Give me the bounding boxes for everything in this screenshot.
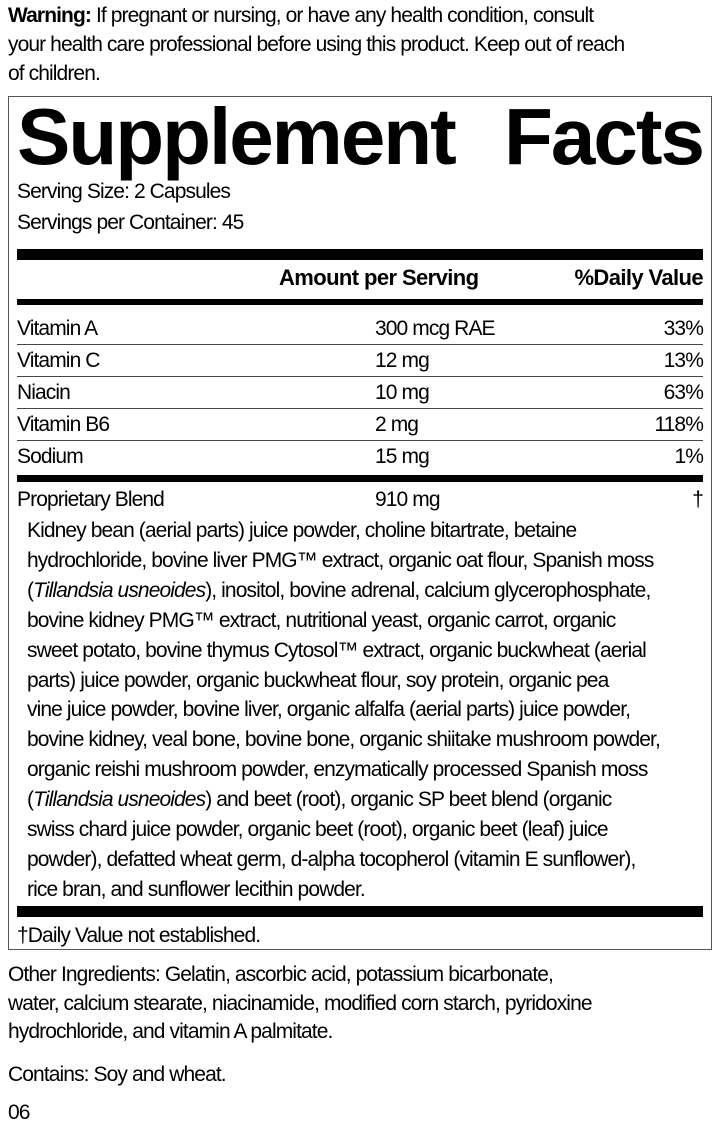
botanical-name: Tillandsia usneoides bbox=[33, 788, 206, 812]
nutrient-daily-value: 1% bbox=[674, 445, 703, 468]
nutrient-daily-value: 63% bbox=[663, 381, 704, 404]
nutrient-row: Sodium 15 mg 1% bbox=[17, 443, 704, 471]
nutrient-name: Vitamin A bbox=[17, 317, 98, 340]
warning-line-2: your health care professional before usi… bbox=[8, 33, 625, 56]
title-word: Supplement bbox=[17, 92, 457, 181]
other-ingredients-line: Other Ingredients: Gelatin, ascorbic aci… bbox=[8, 963, 554, 986]
nutrient-name: Niacin bbox=[17, 381, 71, 404]
blend-ingredients-line: vine juice powder, bovine liver, organic… bbox=[27, 695, 631, 725]
servings-per-container: Servings per Container: 45 bbox=[17, 211, 244, 234]
header-daily-value: %Daily Value bbox=[574, 265, 703, 290]
header-amount: Amount per Serving bbox=[279, 265, 479, 290]
warning-line-1: Warning: If pregnant or nursing, or have… bbox=[8, 2, 594, 30]
nutrient-row: Vitamin A 300 mcg RAE 33% bbox=[17, 315, 704, 343]
nutrient-daily-value: 118% bbox=[654, 413, 703, 436]
nutrient-daily-value: 33% bbox=[663, 317, 704, 340]
blend-ingredients-line: swiss chard juice powder, organic beet (… bbox=[27, 815, 609, 845]
divider-thick bbox=[17, 906, 703, 917]
blend-amount: 910 mg bbox=[375, 488, 441, 511]
ingredient-text: rice bran, and sunflower lecithin powder… bbox=[27, 877, 366, 901]
nutrient-name: Sodium bbox=[17, 445, 84, 468]
blend-ingredients-line: bovine kidney, veal bone, bovine bone, o… bbox=[27, 725, 661, 755]
footnote: †Daily Value not established. bbox=[17, 924, 261, 947]
divider-medium bbox=[17, 475, 703, 482]
nutrient-row: Vitamin B6 2 mg 118% bbox=[17, 411, 704, 439]
nutrient-amount: 12 mg bbox=[375, 349, 430, 372]
divider-thin bbox=[17, 344, 703, 345]
allergen-statement: Contains: Soy and wheat. bbox=[8, 1063, 227, 1086]
blend-ingredients-line: (Tillandsia usneoides) and beet (root), … bbox=[27, 785, 612, 815]
warning-label: Warning: bbox=[8, 4, 92, 27]
ingredient-text: bovine kidney PMG™ extract, nutritional … bbox=[27, 608, 616, 632]
title-word: Facts bbox=[504, 92, 705, 181]
panel-title: Supplement Facts bbox=[17, 92, 705, 181]
blend-ingredients-line: rice bran, and sunflower lecithin powder… bbox=[27, 875, 366, 905]
nutrient-amount: 2 mg bbox=[375, 413, 419, 436]
botanical-name: Tillandsia usneoides bbox=[33, 578, 206, 602]
blend-ingredients-line: powder), defatted wheat germ, d-alpha to… bbox=[27, 845, 636, 875]
nutrient-row: Niacin 10 mg 63% bbox=[17, 379, 704, 407]
ingredient-text: vine juice powder, bovine liver, organic… bbox=[27, 698, 631, 722]
nutrient-name: Vitamin C bbox=[17, 349, 100, 372]
divider-thin bbox=[17, 408, 703, 409]
ingredient-text: hydrochloride, bovine liver PMG™ extract… bbox=[27, 548, 654, 572]
blend-ingredients-line: Kidney bean (aerial parts) juice powder,… bbox=[27, 516, 577, 546]
ingredient-text: ), inositol, bovine adrenal, calcium gly… bbox=[205, 578, 651, 602]
nutrient-amount: 10 mg bbox=[375, 381, 430, 404]
blend-row: Proprietary Blend 910 mg † bbox=[17, 486, 704, 514]
ingredient-text: sweet potato, bovine thymus Cytosol™ ext… bbox=[27, 638, 647, 662]
serving-size: Serving Size: 2 Capsules bbox=[17, 180, 231, 203]
blend-ingredients-line: (Tillandsia usneoides), inositol, bovine… bbox=[27, 576, 651, 606]
blend-ingredients-line: sweet potato, bovine thymus Cytosol™ ext… bbox=[27, 636, 647, 666]
warning-text: If pregnant or nursing, or have any heal… bbox=[91, 4, 594, 27]
other-ingredients-line: hydrochloride, and vitamin A palmitate. bbox=[8, 1020, 333, 1043]
other-ingredients-line: water, calcium stearate, niacinamide, mo… bbox=[8, 992, 593, 1015]
product-code: 06 bbox=[8, 1101, 30, 1124]
supplement-facts-panel: Supplement Facts Serving Size: 2 Capsule… bbox=[8, 96, 712, 950]
ingredient-text: Kidney bean (aerial parts) juice powder,… bbox=[27, 519, 577, 542]
blend-ingredients-line: parts) juice powder, organic buckwheat f… bbox=[27, 666, 609, 696]
ingredient-text: organic reishi mushroom powder, enzymati… bbox=[27, 758, 648, 782]
warning-line-3: of children. bbox=[8, 62, 101, 85]
divider-thick bbox=[17, 249, 703, 260]
ingredient-text: parts) juice powder, organic buckwheat f… bbox=[27, 668, 609, 692]
ingredient-text: ) and beet (root), organic SP beet blend… bbox=[205, 788, 612, 812]
nutrient-amount: 300 mcg RAE bbox=[375, 317, 496, 340]
blend-ingredients-line: bovine kidney PMG™ extract, nutritional … bbox=[27, 606, 616, 636]
nutrient-daily-value: 13% bbox=[663, 349, 704, 372]
blend-daily-value: † bbox=[692, 488, 704, 511]
column-headers: Amount per Serving %Daily Value bbox=[17, 264, 704, 292]
blend-ingredients-line: hydrochloride, bovine liver PMG™ extract… bbox=[27, 546, 654, 576]
divider-medium bbox=[17, 299, 703, 305]
ingredient-text: powder), defatted wheat germ, d-alpha to… bbox=[27, 847, 636, 871]
divider-thin bbox=[17, 440, 703, 441]
divider-thin bbox=[17, 376, 703, 377]
ingredient-text: ( bbox=[27, 578, 34, 602]
ingredient-text: ( bbox=[27, 788, 34, 812]
nutrient-amount: 15 mg bbox=[375, 445, 430, 468]
ingredient-text: swiss chard juice powder, organic beet (… bbox=[27, 818, 609, 841]
blend-ingredients-line: organic reishi mushroom powder, enzymati… bbox=[27, 755, 648, 785]
nutrient-name: Vitamin B6 bbox=[17, 413, 110, 436]
ingredient-text: bovine kidney, veal bone, bovine bone, o… bbox=[27, 728, 661, 752]
blend-name: Proprietary Blend bbox=[17, 488, 165, 511]
nutrient-row: Vitamin C 12 mg 13% bbox=[17, 347, 704, 375]
